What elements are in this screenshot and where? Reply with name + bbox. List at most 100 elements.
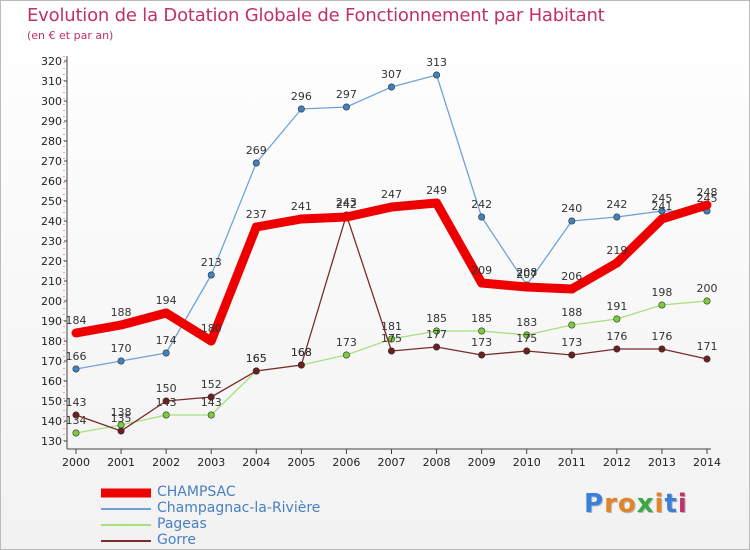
data-point: [341, 212, 351, 222]
data-label: 200: [697, 282, 718, 295]
data-point: [207, 393, 215, 401]
data-point: [613, 345, 621, 353]
data-label: 242: [471, 198, 492, 211]
data-point: [207, 411, 215, 419]
data-point: [702, 200, 712, 210]
data-point: [162, 397, 170, 405]
logo-letter: r: [604, 489, 618, 519]
x-tick-label: 2004: [242, 456, 270, 469]
data-label: 170: [111, 342, 132, 355]
data-label: 188: [561, 306, 582, 319]
data-point: [432, 198, 442, 208]
y-tick-label: 230: [41, 235, 62, 248]
data-point: [387, 347, 395, 355]
y-tick-label: 280: [41, 135, 62, 148]
data-label: 185: [426, 312, 447, 325]
x-tick-label: 2003: [197, 456, 225, 469]
data-label: 241: [651, 200, 672, 213]
data-point: [342, 103, 350, 111]
y-tick-label: 200: [41, 295, 62, 308]
data-point: [72, 429, 80, 437]
y-tick-label: 130: [41, 435, 62, 448]
data-label: 165: [246, 352, 267, 365]
data-label: 152: [201, 378, 222, 391]
data-point: [207, 271, 215, 279]
y-tick-label: 250: [41, 195, 62, 208]
data-label: 174: [156, 334, 177, 347]
data-label: 249: [426, 184, 447, 197]
x-tick-label: 2011: [558, 456, 586, 469]
data-label: 176: [651, 330, 672, 343]
data-point: [657, 214, 667, 224]
data-label: 181: [381, 320, 402, 333]
data-point: [433, 71, 441, 79]
data-label: 243: [336, 196, 357, 209]
y-tick-label: 270: [41, 155, 62, 168]
data-label: 176: [606, 330, 627, 343]
y-tick-label: 220: [41, 255, 62, 268]
data-label: 247: [381, 188, 402, 201]
y-tick-label: 150: [41, 395, 62, 408]
data-label: 245: [651, 192, 672, 205]
data-label: 219: [606, 244, 627, 257]
data-point: [568, 217, 576, 225]
data-point: [387, 202, 396, 212]
x-tick-label: 2005: [287, 456, 315, 469]
y-tick-label: 170: [41, 355, 62, 368]
data-label: 213: [201, 256, 222, 269]
data-label: 245: [697, 192, 718, 205]
data-point: [387, 83, 395, 91]
data-point: [252, 367, 260, 375]
y-tick-label: 320: [41, 55, 62, 68]
data-label: 180: [201, 322, 222, 335]
y-tick-label: 310: [41, 75, 62, 88]
data-label: 207: [516, 268, 537, 281]
logo-letter: i: [654, 489, 665, 519]
logo-letter: o: [617, 489, 637, 519]
data-label: 135: [111, 412, 132, 425]
x-tick-label: 2010: [513, 456, 541, 469]
data-point: [342, 351, 350, 359]
logo-letter: i: [677, 489, 688, 519]
data-point: [72, 365, 80, 373]
data-label: 173: [561, 336, 582, 349]
data-point: [117, 357, 125, 365]
data-label: 296: [291, 90, 312, 103]
x-tick-label: 2013: [648, 456, 676, 469]
data-point: [297, 361, 305, 369]
data-label: 150: [156, 382, 177, 395]
data-label: 209: [471, 264, 492, 277]
data-label: 173: [336, 336, 357, 349]
data-label: 185: [471, 312, 492, 325]
data-point: [703, 297, 711, 305]
y-tick-label: 260: [41, 175, 62, 188]
data-point: [568, 351, 576, 359]
logo-letter: t: [664, 489, 678, 519]
legend-swatches: [101, 488, 151, 542]
data-point: [161, 308, 171, 318]
data-point: [658, 207, 666, 215]
y-tick-label: 290: [41, 115, 62, 128]
legend-label-champsac: CHAMPSAC: [157, 484, 236, 500]
data-point: [251, 222, 261, 232]
y-tick-label: 180: [41, 335, 62, 348]
x-tick-label: 2014: [693, 456, 721, 469]
data-label: 173: [471, 336, 492, 349]
data-point: [612, 258, 622, 268]
data-label: 206: [561, 270, 582, 283]
data-label: 191: [606, 300, 627, 313]
data-label: 242: [606, 198, 627, 211]
data-label: 183: [516, 316, 537, 329]
data-point: [523, 331, 531, 339]
data-point: [567, 284, 577, 294]
chart-title: Evolution de la Dotation Globale de Fonc…: [27, 5, 605, 26]
data-label: 177: [426, 328, 447, 341]
data-label: 208: [516, 266, 537, 279]
data-label: 168: [291, 346, 312, 359]
x-tick-label: 2006: [332, 456, 360, 469]
legend-label-champagnac: Champagnac-la-Rivière: [157, 500, 321, 516]
data-point: [252, 159, 260, 167]
data-label: 313: [426, 56, 447, 69]
data-label: 171: [697, 340, 718, 353]
